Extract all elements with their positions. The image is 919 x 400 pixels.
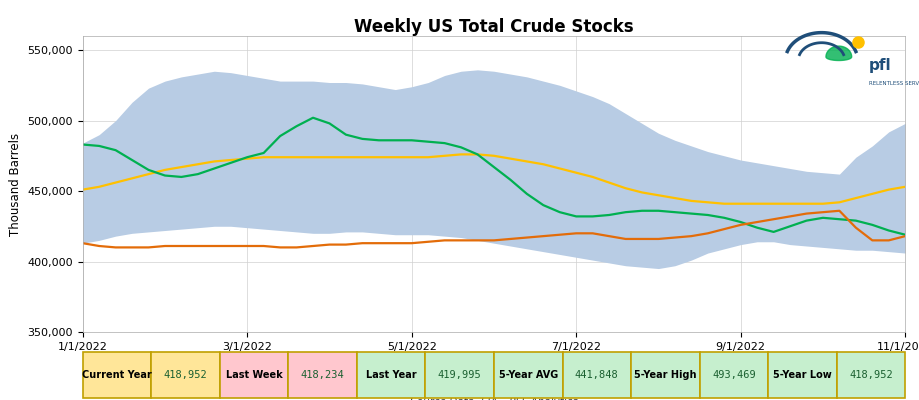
Bar bbox=[631, 352, 699, 398]
Text: Current Year: Current Year bbox=[82, 370, 152, 380]
Bar bbox=[289, 352, 357, 398]
Text: pfl: pfl bbox=[869, 58, 891, 73]
Title: Weekly US Total Crude Stocks: Weekly US Total Crude Stocks bbox=[354, 18, 634, 36]
Text: Last Week: Last Week bbox=[226, 370, 282, 380]
Text: 5-Year AVG: 5-Year AVG bbox=[499, 370, 558, 380]
Text: 418,952: 418,952 bbox=[164, 370, 208, 380]
Bar bbox=[836, 352, 905, 398]
Text: Last Year: Last Year bbox=[366, 370, 416, 380]
Bar bbox=[494, 352, 562, 398]
Bar bbox=[562, 352, 631, 398]
Bar bbox=[83, 352, 152, 398]
Bar bbox=[357, 352, 425, 398]
Text: RELENTLESS SERVICE: RELENTLESS SERVICE bbox=[869, 80, 919, 86]
Text: Source Data: EIA – PFL Analytics: Source Data: EIA – PFL Analytics bbox=[410, 397, 578, 400]
Bar bbox=[152, 352, 220, 398]
Text: 441,848: 441,848 bbox=[575, 370, 618, 380]
Text: 418,952: 418,952 bbox=[849, 370, 893, 380]
Text: 5-Year Low: 5-Year Low bbox=[773, 370, 832, 380]
Text: 5-Year High: 5-Year High bbox=[634, 370, 697, 380]
Y-axis label: Thousand Barrels: Thousand Barrels bbox=[9, 132, 22, 236]
Bar bbox=[425, 352, 494, 398]
Text: 418,234: 418,234 bbox=[301, 370, 345, 380]
Text: 419,995: 419,995 bbox=[437, 370, 482, 380]
Bar bbox=[699, 352, 768, 398]
Bar bbox=[768, 352, 836, 398]
Text: 493,469: 493,469 bbox=[712, 370, 755, 380]
Bar bbox=[220, 352, 289, 398]
